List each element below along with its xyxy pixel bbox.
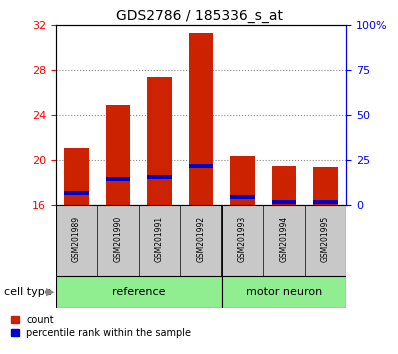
- Text: GSM201994: GSM201994: [279, 216, 289, 262]
- Text: GSM201995: GSM201995: [321, 216, 330, 262]
- Text: GSM201993: GSM201993: [238, 216, 247, 262]
- Text: cell type: cell type: [4, 287, 52, 297]
- Bar: [189, 164, 213, 168]
- Bar: [271, 200, 297, 204]
- Bar: [105, 177, 131, 181]
- Bar: [271, 166, 297, 205]
- Text: motor neuron: motor neuron: [246, 287, 322, 297]
- Bar: [64, 191, 89, 195]
- Text: reference: reference: [112, 287, 166, 297]
- Bar: [147, 77, 172, 205]
- Bar: [105, 105, 131, 205]
- Bar: [64, 148, 89, 205]
- Text: GSM201989: GSM201989: [72, 216, 81, 262]
- Text: GDS2786 / 185336_s_at: GDS2786 / 185336_s_at: [115, 9, 283, 23]
- Bar: [313, 200, 338, 204]
- Text: GSM201991: GSM201991: [155, 216, 164, 262]
- Bar: [230, 156, 255, 205]
- Text: ▶: ▶: [46, 287, 54, 297]
- FancyBboxPatch shape: [56, 276, 222, 308]
- Legend: count, percentile rank within the sample: count, percentile rank within the sample: [9, 313, 193, 339]
- Bar: [147, 175, 172, 179]
- Text: GSM201990: GSM201990: [113, 216, 123, 262]
- FancyBboxPatch shape: [56, 205, 346, 276]
- Bar: [230, 195, 255, 199]
- Bar: [313, 167, 338, 205]
- Bar: [189, 33, 213, 205]
- Text: GSM201992: GSM201992: [197, 216, 205, 262]
- FancyBboxPatch shape: [222, 276, 346, 308]
